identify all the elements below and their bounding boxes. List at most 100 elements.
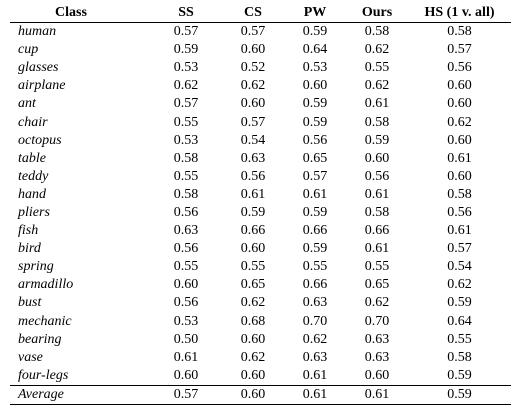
row-label: human [18,24,57,40]
cell-value: 0.53 [173,132,199,148]
cell-value: 0.60 [173,367,199,383]
cell-value: 0.59 [447,295,472,311]
table-row: chair 0.55 0.57 0.59 0.58 0.62 [10,113,511,131]
cell-value: 0.60 [447,78,472,94]
cell-value: 0.56 [173,204,199,220]
table-row: cup 0.59 0.60 0.64 0.62 0.57 [10,41,511,59]
cell-value: 0.56 [364,168,390,184]
cell-value: 0.63 [302,295,328,311]
cell-value: 0.58 [364,204,390,220]
cell-value: 0.54 [240,132,266,148]
cell-value: 0.60 [364,367,390,383]
table-row: spring 0.55 0.55 0.55 0.55 0.54 [10,258,511,276]
row-label: fish [18,223,39,239]
cell-value: 0.60 [240,42,266,58]
table-row: octopus 0.53 0.54 0.56 0.59 0.60 [10,132,511,150]
cell-value: 0.57 [150,384,222,405]
cell-value: 0.60 [447,132,472,148]
cell-value: 0.56 [302,132,328,148]
row-label: table [18,150,46,166]
cell-value: 0.62 [240,349,266,365]
table-row: human 0.57 0.57 0.59 0.58 0.58 [10,23,511,42]
cell-value: 0.62 [364,78,390,94]
cell-value: 0.58 [447,186,472,202]
cell-value: 0.59 [302,204,328,220]
row-label: armadillo [18,277,74,293]
cell-value: 0.61 [447,150,472,166]
cell-value: 0.61 [447,223,472,239]
cell-value: 0.56 [173,241,199,257]
row-label: glasses [18,60,59,76]
cell-value: 0.66 [364,223,390,239]
cell-value: 0.55 [364,259,390,275]
cell-value: 0.59 [364,132,390,148]
cell-value: 0.58 [173,150,199,166]
cell-value: 0.61 [173,349,199,365]
cell-value: 0.63 [364,349,390,365]
cell-value: 0.66 [302,277,328,293]
table-row: pliers 0.56 0.59 0.59 0.58 0.56 [10,204,511,222]
cell-value: 0.54 [447,259,472,275]
cell-value: 0.60 [240,367,266,383]
cell-value: 0.52 [240,60,266,76]
cell-value: 0.62 [302,331,328,347]
cell-value: 0.59 [173,42,199,58]
row-label: chair [18,114,48,130]
cell-value: 0.65 [240,277,266,293]
cell-value: 0.57 [240,24,266,40]
cell-value: 0.63 [240,150,266,166]
cell-value: 0.61 [364,186,390,202]
cell-value: 0.64 [302,42,328,58]
cell-value: 0.62 [447,114,472,130]
cell-value: 0.56 [447,60,472,76]
cell-value: 0.55 [173,168,199,184]
row-label: hand [18,186,46,202]
table-row: ant 0.57 0.60 0.59 0.61 0.60 [10,95,511,113]
table-row: fish 0.63 0.66 0.66 0.66 0.61 [10,222,511,240]
table-row: four-legs 0.60 0.60 0.61 0.60 0.59 [10,367,511,386]
cell-value: 0.60 [240,331,266,347]
header-cs: CS [222,4,284,23]
cell-value: 0.58 [447,24,472,40]
row-label: pliers [18,204,50,220]
cell-value: 0.61 [364,96,390,112]
cell-value: 0.60 [302,78,328,94]
table-row: table 0.58 0.63 0.65 0.60 0.61 [10,150,511,168]
table-body: human 0.57 0.57 0.59 0.58 0.58 cup 0.59 0.60 0.64… [10,23,511,405]
cell-value: 0.57 [447,42,472,58]
cell-value: 0.60 [240,96,266,112]
row-label: ant [18,96,36,112]
table-row: bird 0.56 0.60 0.59 0.61 0.57 [10,240,511,258]
cell-value: 0.62 [173,78,199,94]
table-row: armadillo 0.60 0.65 0.66 0.65 0.62 [10,276,511,294]
cell-value: 0.61 [364,241,390,257]
cell-value: 0.56 [240,168,266,184]
average-row: Average 0.57 0.60 0.61 0.61 0.59 [10,384,511,405]
cell-value: 0.62 [447,277,472,293]
cell-value: 0.58 [364,24,390,40]
cell-value: 0.60 [364,150,390,166]
header-hs: HS (1 v. all) [408,4,511,23]
cell-value: 0.55 [447,331,472,347]
cell-value: 0.61 [346,384,408,405]
cell-value: 0.65 [364,277,390,293]
row-label: bust [18,295,42,311]
cell-value: 0.57 [302,168,328,184]
cell-value: 0.59 [302,241,328,257]
row-label: Average [10,384,150,405]
cell-value: 0.62 [240,295,266,311]
row-label: four-legs [18,367,69,383]
cell-value: 0.55 [302,259,328,275]
row-label: airplane [18,78,66,94]
header-ss: SS [150,4,222,23]
table-row: mechanic 0.53 0.68 0.70 0.70 0.64 [10,313,511,331]
cell-value: 0.61 [284,384,346,405]
table-row: vase 0.61 0.62 0.63 0.63 0.58 [10,349,511,367]
cell-value: 0.58 [364,114,390,130]
cell-value: 0.58 [447,349,472,365]
row-label: vase [18,349,43,365]
cell-value: 0.58 [173,186,199,202]
cell-value: 0.60 [447,96,472,112]
cell-value: 0.63 [173,223,199,239]
header-pw: PW [284,4,346,23]
